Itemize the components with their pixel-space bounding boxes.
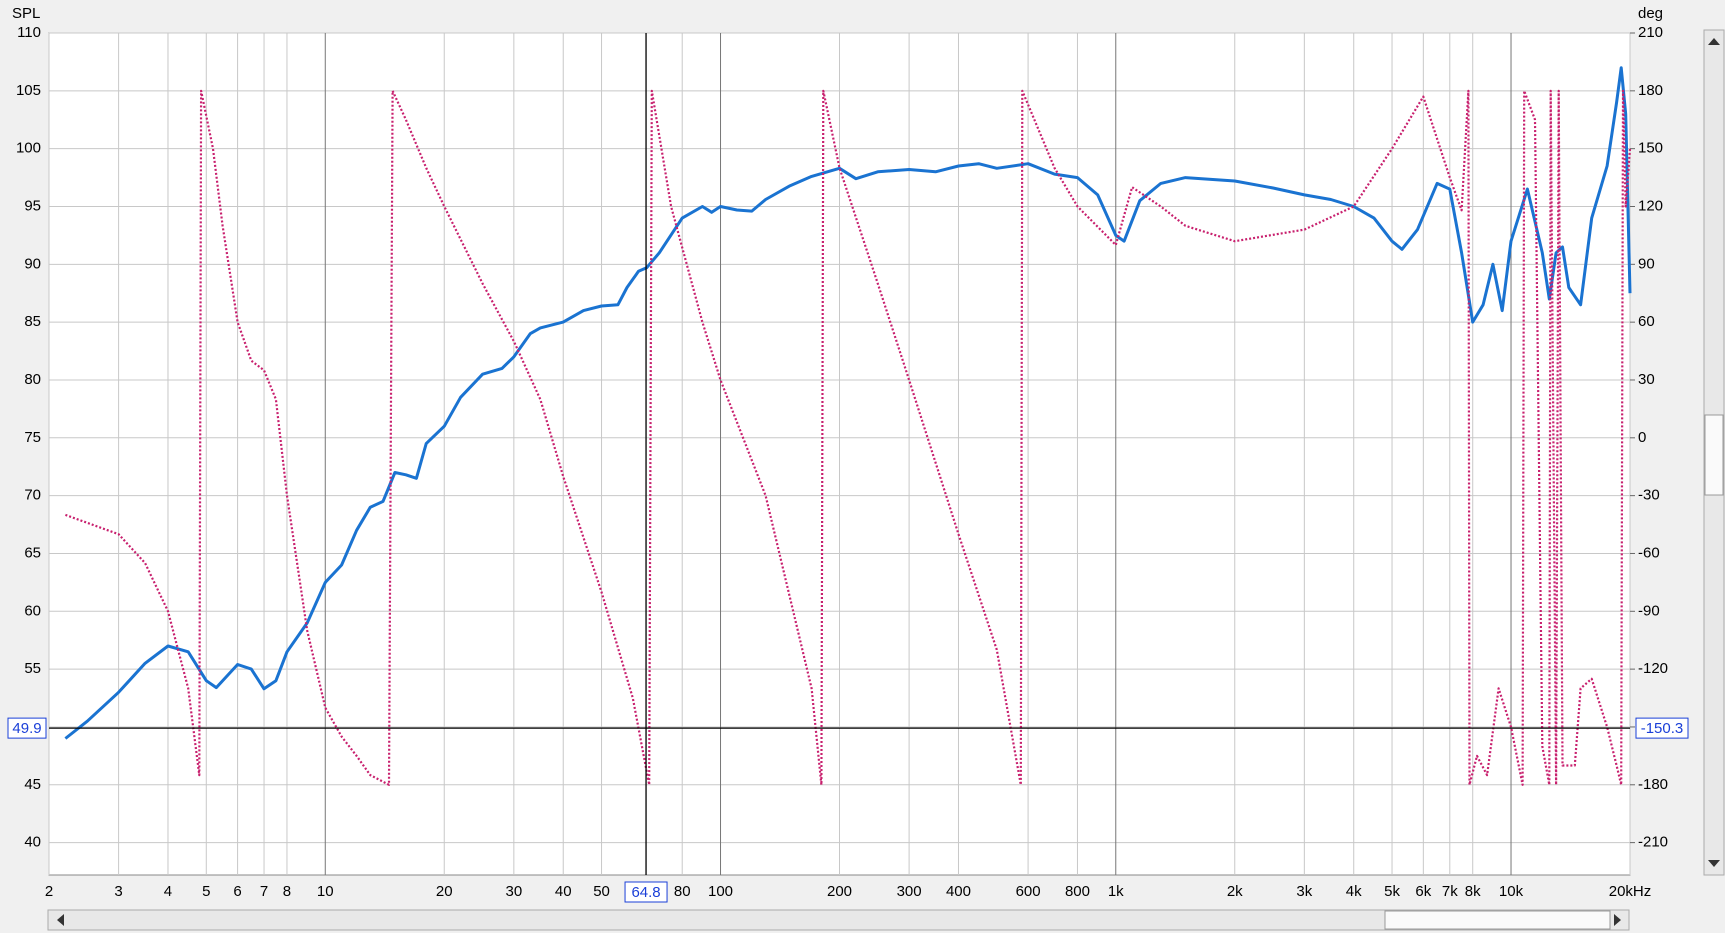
x-tick-label: 8k [1465, 883, 1481, 900]
x-tick-label: 2 [45, 883, 53, 900]
x-tick-label: 800 [1065, 883, 1090, 900]
x-tick-label: 400 [946, 883, 971, 900]
y2-tick-label: 210 [1638, 24, 1663, 41]
y-tick-label: 110 [17, 24, 41, 41]
scroll-right[interactable] [1614, 914, 1621, 926]
y-axis-label: SPL [12, 5, 40, 22]
y2-tick-label: 120 [1638, 197, 1663, 214]
y-tick-label: 40 [24, 834, 41, 851]
x-tick-label: 2k [1227, 883, 1243, 900]
y2-tick-label: -120 [1638, 660, 1668, 677]
y-tick-label: 85 [24, 313, 41, 330]
v-scrollbar[interactable] [1703, 29, 1725, 876]
cursor-label: 49.9 [12, 720, 41, 737]
scroll-thumb[interactable] [1384, 910, 1611, 930]
scroll-down[interactable] [1708, 860, 1720, 867]
x-tick-label: 20kHz [1609, 883, 1652, 900]
scroll-thumb[interactable] [1704, 414, 1724, 496]
h-scrollbar[interactable] [47, 909, 1630, 931]
y2-tick-label: 150 [1638, 140, 1663, 157]
y2-tick-label: 60 [1638, 313, 1655, 330]
scroll-up[interactable] [1708, 38, 1720, 45]
cursor-label: -150.3 [1641, 720, 1684, 737]
x-tick-label: 10 [317, 883, 334, 900]
y-tick-label: 60 [24, 602, 41, 619]
x-tick-label: 4 [164, 883, 172, 900]
y2-tick-label: 0 [1638, 429, 1646, 446]
y-tick-label: 105 [16, 82, 41, 99]
y2-tick-label: 180 [1638, 82, 1663, 99]
y2-axis-label: deg [1638, 5, 1663, 22]
y2-tick-label: -60 [1638, 544, 1660, 561]
x-tick-label: 40 [555, 883, 572, 900]
y2-tick-label: -180 [1638, 776, 1668, 793]
x-tick-label: 600 [1016, 883, 1041, 900]
y2-tick-label: 30 [1638, 371, 1655, 388]
x-tick-label: 3 [114, 883, 122, 900]
y-tick-label: 45 [24, 776, 41, 793]
y2-tick-label: -210 [1638, 834, 1668, 851]
x-tick-label: 200 [827, 883, 852, 900]
x-tick-label: 8 [283, 883, 291, 900]
y-tick-label: 65 [24, 544, 41, 561]
y-tick-label: 55 [24, 660, 41, 677]
x-tick-label: 10k [1499, 883, 1524, 900]
y2-tick-label: -30 [1638, 487, 1660, 504]
y-tick-label: 90 [24, 255, 41, 272]
x-tick-label: 6 [233, 883, 241, 900]
y-tick-label: 75 [24, 429, 41, 446]
x-tick-label: 50 [593, 883, 610, 900]
scroll-left[interactable] [57, 914, 64, 926]
x-tick-label: 100 [708, 883, 733, 900]
x-tick-label: 4k [1346, 883, 1362, 900]
y2-tick-label: -90 [1638, 602, 1660, 619]
y-tick-label: 100 [16, 140, 41, 157]
y2-tick-label: 90 [1638, 255, 1655, 272]
series-line [64, 66, 1632, 740]
x-tick-label: 300 [897, 883, 922, 900]
x-tick-label: 6k [1415, 883, 1431, 900]
x-tick-label: 80 [674, 883, 691, 900]
cursor-label-box [624, 881, 668, 903]
x-tick-label: 20 [436, 883, 453, 900]
x-tick-label: 1k [1108, 883, 1124, 900]
x-tick-label: 7k [1442, 883, 1458, 900]
x-tick-label: 5k [1384, 883, 1400, 900]
x-tick-label: 30 [506, 883, 523, 900]
y-tick-label: 95 [24, 197, 41, 214]
x-tick-label: 7 [260, 883, 268, 900]
cursor-label-box [1635, 717, 1689, 739]
y-tick-label: 70 [24, 487, 41, 504]
series-line [65, 89, 1632, 786]
x-tick-label: 3k [1296, 883, 1312, 900]
cursor-label-box [7, 717, 47, 739]
scroll-track [47, 909, 1630, 931]
y-tick-label: 80 [24, 371, 41, 388]
grid [48, 32, 1631, 875]
cursor-label: 64.8 [631, 884, 660, 901]
x-tick-label: 5 [202, 883, 210, 900]
